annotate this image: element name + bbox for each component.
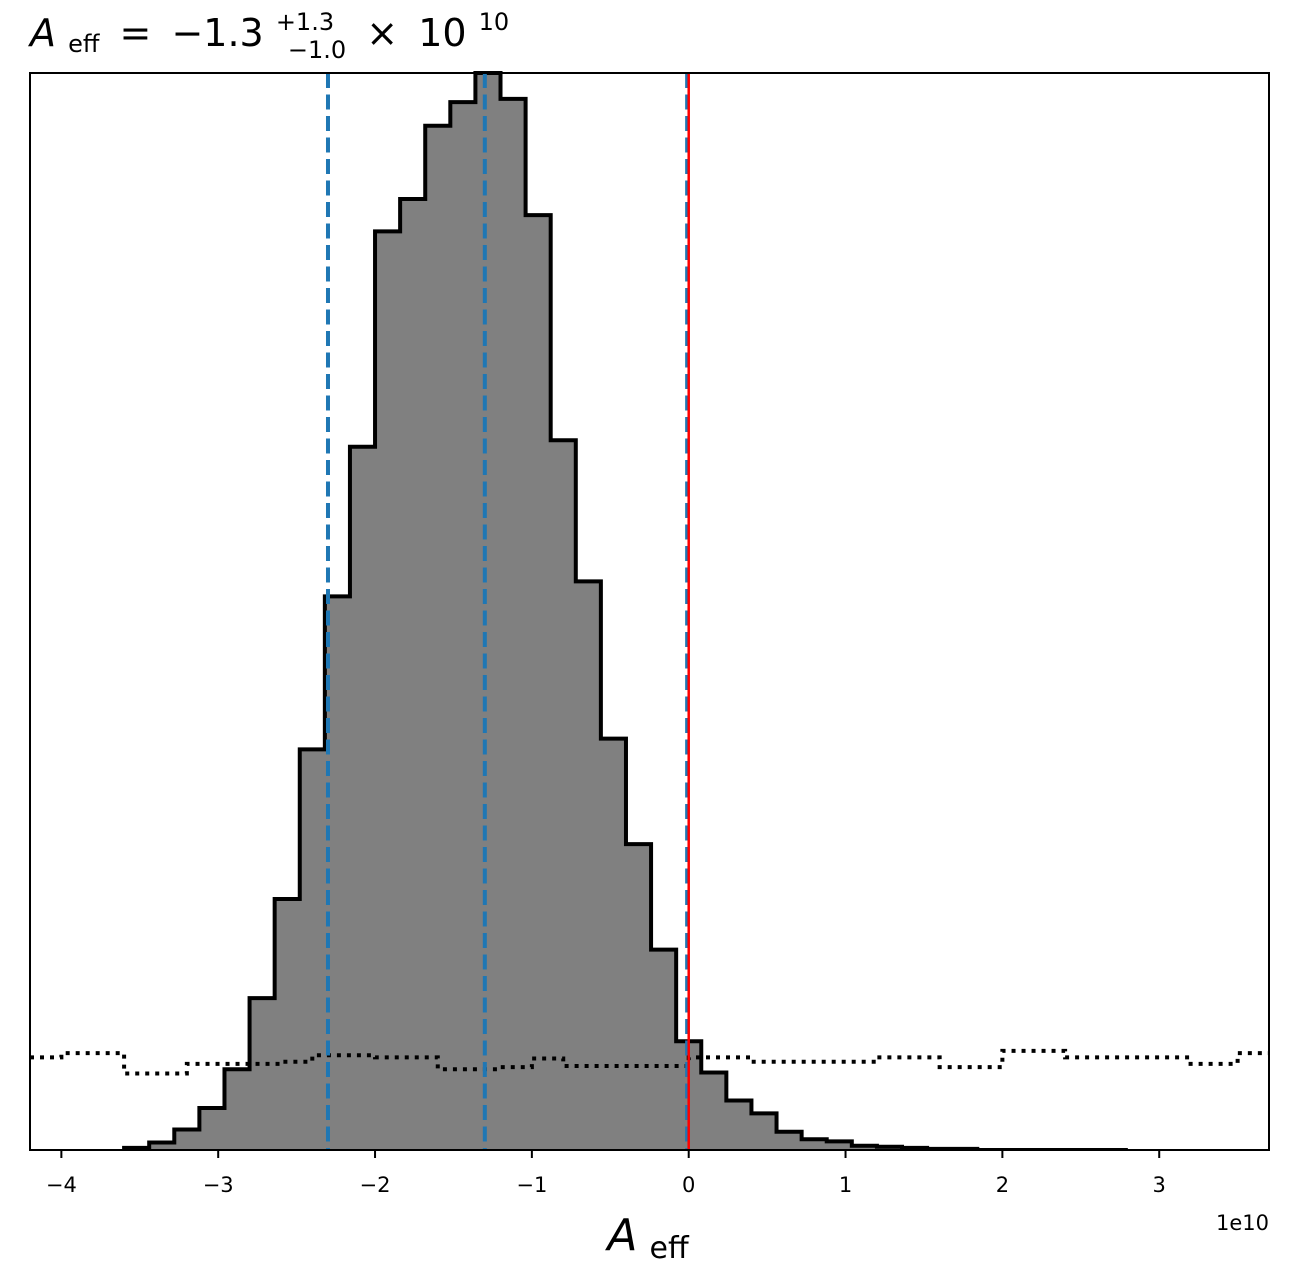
x-tick-label: −2 xyxy=(360,1173,391,1197)
histogram-bar xyxy=(224,1069,251,1150)
histogram-bar xyxy=(701,1072,727,1150)
histogram-bar xyxy=(726,1100,753,1150)
x-tick-label: 2 xyxy=(996,1173,1009,1197)
title-times: × xyxy=(366,11,398,55)
plot-area xyxy=(29,71,1270,1151)
histogram-bar xyxy=(475,73,502,1150)
prior-dotted-line xyxy=(30,1048,1269,1076)
title-base: 10 xyxy=(418,11,466,55)
x-tick-label: −4 xyxy=(46,1173,77,1197)
title-upper-error: +1.3 xyxy=(276,8,334,36)
plot-content xyxy=(30,71,1269,1150)
histogram-bar xyxy=(575,581,602,1150)
x-tick-label: 0 xyxy=(682,1173,695,1197)
title-lower-error: −1.0 xyxy=(288,36,346,64)
histogram-bar xyxy=(600,738,627,1150)
histogram-bar xyxy=(651,949,677,1150)
x-tick-label: −3 xyxy=(203,1173,234,1197)
title-subscript: eff xyxy=(68,30,100,58)
histogram-bar xyxy=(801,1139,828,1150)
histogram-bar xyxy=(500,98,527,1150)
histogram-bar xyxy=(826,1141,853,1150)
offset-text: 1e10 xyxy=(1216,1211,1269,1235)
histogram-bar xyxy=(274,899,301,1150)
histogram-bar xyxy=(851,1145,878,1150)
histogram-bar xyxy=(776,1131,803,1150)
chart-title: A eff = −1.3 +1.3 −1.0 × 10 10 xyxy=(27,0,509,67)
x-tick-label: −1 xyxy=(516,1173,547,1197)
title-median: −1.3 xyxy=(171,11,263,55)
histogram-bar xyxy=(199,1108,226,1150)
title-symbol: A xyxy=(27,11,56,55)
title-exponent: 10 xyxy=(479,8,510,36)
posterior-bars xyxy=(124,73,978,1150)
histogram-bar xyxy=(550,440,577,1150)
histogram-bar xyxy=(375,231,401,1150)
x-axis-label: A eff xyxy=(604,1210,690,1266)
histogram-bar xyxy=(425,125,451,1150)
histogram-bar xyxy=(174,1129,200,1150)
x-tick-label: 3 xyxy=(1153,1173,1166,1197)
histogram-bar xyxy=(149,1142,175,1150)
x-tick-label: 1 xyxy=(839,1173,852,1197)
axes-frame xyxy=(29,72,1270,1151)
histogram-bar xyxy=(450,102,477,1150)
histogram-bar xyxy=(751,1113,778,1150)
title-relation: = xyxy=(120,11,152,55)
histogram-bar xyxy=(249,998,276,1150)
histogram-bar xyxy=(625,844,652,1150)
xlabel-symbol: A xyxy=(604,1210,637,1261)
xlabel-subscript: eff xyxy=(650,1231,690,1266)
histogram-bar xyxy=(349,446,376,1150)
histogram-bar xyxy=(299,749,326,1150)
x-axis-ticks: −4 −3 −2 −1 0 1 2 3 xyxy=(46,1150,1166,1197)
histogram-bar xyxy=(525,215,552,1150)
histogram-bar xyxy=(400,199,426,1150)
posterior-outline xyxy=(122,71,1128,1150)
